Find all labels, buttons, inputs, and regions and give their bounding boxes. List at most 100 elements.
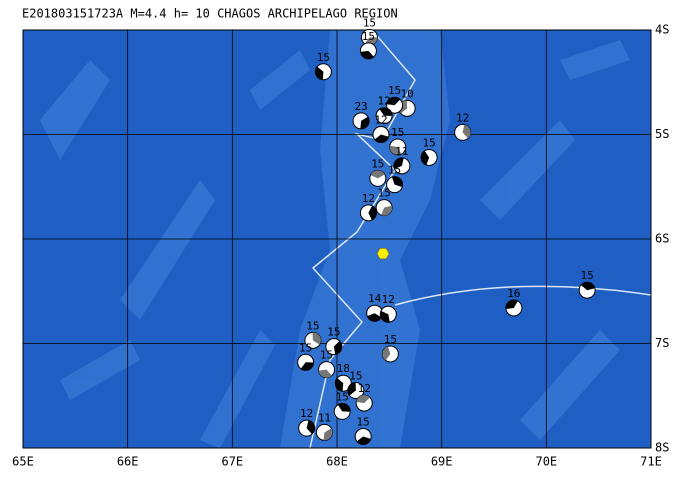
focal-mechanism: 14	[366, 292, 384, 322]
focal-mechanism: 11	[315, 411, 333, 441]
compression-quadrant	[360, 50, 374, 59]
x-tick-label: 65E	[12, 455, 34, 469]
x-tick-label: 71E	[640, 455, 662, 469]
y-tick-label: 5S	[655, 127, 669, 141]
depth-label: 12	[456, 111, 469, 124]
depth-label: 12	[300, 407, 313, 420]
compression-quadrant	[505, 299, 518, 309]
depth-label: 12	[362, 192, 375, 205]
depth-label: 15	[320, 349, 333, 362]
depth-label: 12	[382, 293, 395, 306]
focal-mechanism: 12	[454, 111, 472, 141]
x-tick-label: 69E	[431, 455, 453, 469]
compression-quadrant	[300, 362, 314, 371]
map-title: E201803151723A M=4.4 h= 10 CHAGOS ARCHIP…	[22, 7, 398, 21]
compression-quadrant	[347, 382, 356, 396]
depth-label: 10	[401, 87, 414, 100]
depth-label: 15	[349, 370, 362, 383]
focal-mechanism: 15	[354, 416, 372, 446]
y-tick-label: 8S	[655, 441, 669, 455]
compression-quadrant	[370, 170, 385, 179]
compression-quadrant	[368, 205, 377, 221]
y-tick-label: 7S	[655, 336, 669, 350]
epicenter	[376, 248, 390, 260]
focal-mechanism: 15	[369, 157, 387, 187]
focal-mechanism: 12	[379, 293, 397, 323]
focal-mechanism: 18	[334, 362, 352, 392]
depth-label: 15	[327, 326, 340, 339]
focal-mechanism: 15	[386, 164, 404, 194]
focal-mechanism: 12	[298, 407, 316, 437]
focal-mechanism: 15	[386, 84, 404, 114]
focal-mechanism: 15	[375, 187, 393, 217]
focal-mechanism: 15	[314, 51, 332, 81]
focal-mechanism: 15	[578, 269, 596, 299]
x-tick-label: 66E	[117, 455, 139, 469]
depth-label: 15	[391, 126, 404, 139]
focal-mechanism: 11	[393, 145, 411, 175]
focal-mechanism: 16	[505, 287, 523, 317]
focal-mechanism: 12	[355, 382, 373, 412]
x-tick-label: 67E	[221, 455, 243, 469]
depth-label: 16	[507, 287, 520, 300]
compression-quadrant	[382, 346, 391, 361]
compression-quadrant	[312, 332, 321, 345]
focal-mechanism: 15	[381, 333, 399, 363]
depth-label: 15	[384, 333, 397, 346]
compression-quadrant	[315, 66, 324, 80]
compression-quadrant	[386, 97, 401, 106]
depth-label: 15	[362, 30, 375, 43]
depth-label: 15	[581, 269, 594, 282]
focal-mechanism: 15	[318, 349, 336, 379]
compression-quadrant	[389, 145, 402, 156]
y-tick-label: 6S	[655, 232, 669, 246]
compression-quadrant	[360, 116, 370, 129]
depth-label: 15	[336, 390, 349, 403]
y-tick-label: 4S	[655, 23, 669, 37]
compression-quadrant	[367, 313, 382, 322]
x-tick-label: 70E	[535, 455, 557, 469]
compression-quadrant	[337, 403, 351, 412]
compression-quadrant	[379, 107, 393, 116]
depth-label: 15	[388, 84, 401, 97]
focal-mechanism: 15	[389, 126, 407, 156]
compression-quadrant	[374, 134, 389, 143]
depth-label: 18	[337, 362, 350, 375]
depth-label: 14	[368, 292, 382, 305]
depth-label: 12	[374, 114, 387, 127]
focal-mechanism: 15	[297, 341, 315, 371]
compression-quadrant	[356, 436, 371, 445]
focal-mechanism: 23	[352, 100, 370, 130]
compression-quadrant	[323, 428, 333, 441]
focal-mechanism: 15	[333, 390, 351, 420]
compression-quadrant	[581, 282, 595, 291]
depth-label: 15	[299, 341, 312, 354]
focal-mechanism: 15	[347, 370, 365, 400]
depth-label: 11	[395, 145, 408, 158]
depth-label: 15	[357, 416, 370, 429]
focal-mechanism: 15	[325, 326, 343, 356]
compression-quadrant	[380, 310, 390, 323]
compression-quadrant	[421, 150, 430, 166]
compression-quadrant	[333, 340, 342, 355]
focal-mechanism: 15	[304, 319, 322, 349]
compression-quadrant	[335, 377, 344, 392]
compression-quadrant	[462, 124, 471, 139]
depth-label: 11	[318, 411, 331, 424]
depth-label: 23	[354, 100, 367, 113]
x-tick-label: 68E	[326, 455, 348, 469]
focal-mechanism: 12	[375, 95, 393, 125]
depth-label: 12	[358, 382, 371, 395]
compression-quadrant	[391, 176, 403, 188]
depth-label: 15	[371, 157, 384, 170]
focal-mechanism: 15	[359, 30, 377, 60]
depth-label: 15	[317, 51, 330, 64]
depth-label: 15	[306, 319, 319, 332]
compression-quadrant	[393, 157, 404, 169]
focal-mechanism: 12	[359, 192, 377, 222]
depth-label: 15	[377, 187, 390, 200]
compression-quadrant	[356, 395, 370, 404]
depth-label: 15	[422, 136, 435, 149]
compression-quadrant	[318, 369, 332, 378]
